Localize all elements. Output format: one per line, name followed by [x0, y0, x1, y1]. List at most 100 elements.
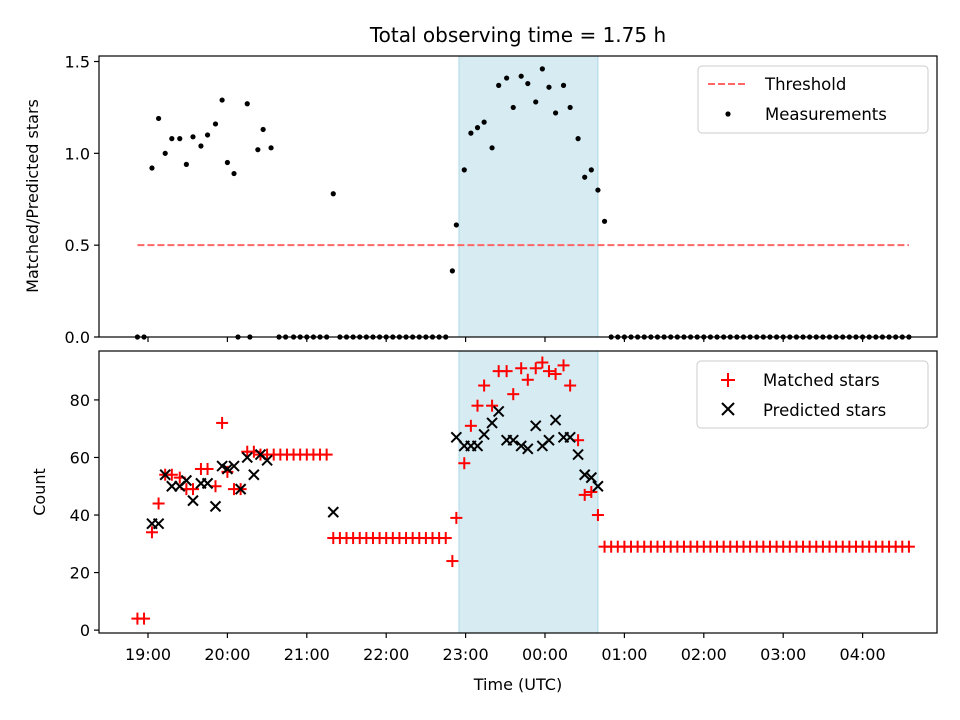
legend-threshold-label: Threshold	[764, 75, 846, 94]
predicted-star-point	[478, 428, 490, 441]
predicted-star-point	[261, 454, 273, 467]
predicted-star-point	[180, 474, 193, 487]
predicted-star-point	[471, 440, 484, 452]
predicted-star-stroke-b	[549, 414, 562, 426]
xtick-label: 19:00	[125, 645, 171, 664]
bottom-ytick-label: 60	[70, 448, 90, 467]
predicted-star-point	[209, 500, 222, 513]
predicted-star-stroke-b	[221, 463, 234, 475]
top-axes-frame	[98, 55, 938, 338]
matched-star-point	[165, 468, 178, 481]
xlabel: Time (UTC)	[473, 675, 562, 694]
predicted-star-stroke-b	[564, 431, 576, 444]
predicted-star-stroke-b	[486, 417, 498, 429]
predicted-star-point	[159, 469, 171, 481]
matched-star-point	[564, 379, 577, 392]
predicted-star-stroke-b	[515, 440, 527, 452]
bottom-axes-frame	[98, 350, 938, 634]
predicted-star-stroke-b	[530, 420, 542, 432]
predicted-star-point	[564, 431, 576, 444]
predicted-star-point	[522, 443, 534, 455]
predicted-star-stroke-b	[450, 431, 463, 444]
xtick-label: 01:00	[601, 645, 647, 664]
predicted-star-stroke-b	[478, 428, 490, 441]
measurement-point	[489, 145, 495, 151]
measurement-point	[244, 101, 250, 107]
predicted-star-stroke-b	[187, 494, 199, 507]
predicted-star-point	[248, 469, 260, 481]
measurement-point	[453, 222, 459, 228]
legend-predicted-label: Predicted stars	[763, 401, 886, 420]
matched-star-point	[557, 359, 570, 372]
predicted-star-point	[549, 414, 562, 426]
matched-star-point	[152, 497, 165, 510]
predicted-star-point	[187, 494, 199, 507]
measurement-points	[134, 66, 912, 340]
measurement-point	[474, 125, 481, 131]
predicted-star-point	[515, 440, 527, 452]
measurement-point	[183, 161, 189, 167]
predicted-star-stroke-b	[159, 469, 171, 481]
predicted-star-stroke-b	[254, 448, 267, 461]
measurement-point	[224, 159, 230, 166]
measurement-point	[560, 82, 567, 88]
predicted-star-point	[543, 434, 555, 446]
predicted-star-stroke-b	[327, 506, 339, 518]
measurement-point	[518, 73, 524, 79]
top-ytick-label: 0.0	[65, 328, 90, 347]
predicted-star-point	[592, 480, 604, 492]
measurement-point	[481, 119, 487, 125]
matched-star-point	[145, 526, 158, 539]
measurement-point	[496, 82, 502, 88]
top-shaded-span	[458, 55, 599, 338]
bottom-ytick-label: 40	[70, 506, 90, 525]
matched-star-point	[515, 362, 528, 375]
measurement-point	[582, 174, 588, 180]
measurement-point	[260, 126, 266, 133]
predicted-star-point	[221, 463, 234, 475]
matched-star-point	[478, 379, 491, 392]
bottom-legend-box	[696, 360, 929, 429]
matched-star-point	[549, 368, 562, 381]
predicted-star-point	[201, 477, 214, 490]
measurement-point	[255, 147, 261, 153]
predicted-star-point	[241, 451, 253, 464]
matched-star-point	[464, 419, 477, 432]
xtick-label: 00:00	[522, 645, 568, 664]
predicted-stars-points	[146, 405, 604, 530]
top-panel: 0.0 0.5 1.0 1.5 Matched/Predicted stars Thr…	[23, 53, 938, 347]
bottom-legend: Matched stars Predicted stars	[696, 360, 929, 429]
matched-star-point	[578, 488, 591, 501]
predicted-star-stroke-b	[228, 460, 240, 472]
measurement-point	[539, 66, 545, 72]
predicted-star-point	[578, 469, 591, 481]
xtick-label: 02:00	[681, 645, 727, 664]
matched-star-point	[216, 416, 229, 429]
bottom-ytick-label: 80	[70, 391, 90, 410]
matched-star-point	[320, 448, 333, 461]
legend-measurements-label: Measurements	[765, 105, 887, 124]
measurement-point	[510, 104, 516, 111]
predicted-star-stroke-b	[180, 474, 193, 487]
measurement-point	[552, 110, 559, 116]
measurement-point	[190, 134, 196, 140]
measurement-point	[595, 187, 601, 193]
matched-star-point	[471, 399, 484, 412]
predicted-star-point	[585, 471, 598, 484]
predicted-star-point	[507, 434, 519, 446]
measurement-point	[575, 136, 581, 142]
measurement-point	[162, 150, 168, 156]
matched-star-point	[446, 555, 459, 568]
predicted-star-stroke-b	[216, 460, 228, 472]
predicted-star-stroke-b	[261, 454, 273, 467]
predicted-star-point	[152, 517, 165, 530]
measurement-point	[468, 130, 474, 136]
xtick-label: 04:00	[840, 645, 886, 664]
top-ytick-label: 0.5	[65, 236, 90, 255]
bottom-ytick-label: 0	[80, 621, 90, 640]
measurement-point	[155, 115, 162, 122]
predicted-star-point	[530, 420, 542, 432]
matched-star-point	[521, 373, 534, 386]
matched-star-point	[902, 540, 915, 553]
top-ytick-label: 1.5	[65, 53, 90, 72]
